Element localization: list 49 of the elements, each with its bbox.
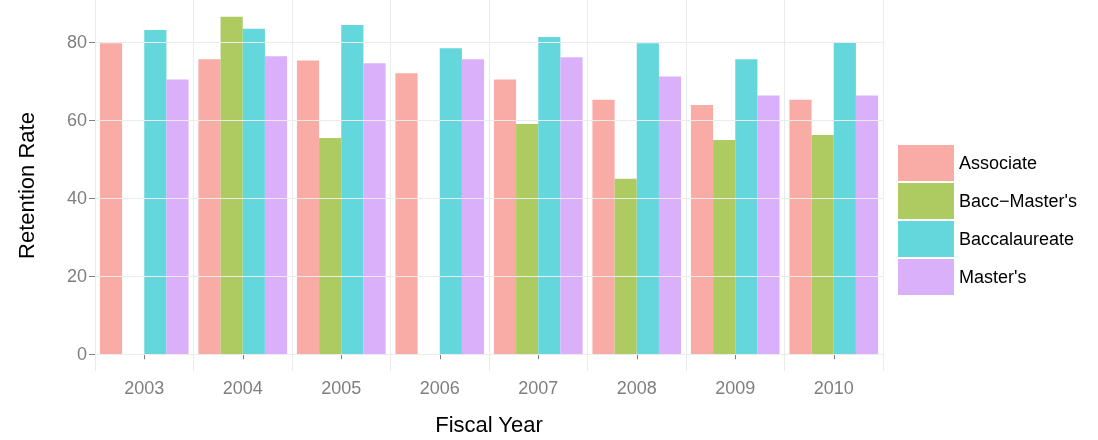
bar	[713, 140, 736, 355]
x-tick-label: 2004	[222, 378, 263, 398]
bar	[735, 59, 758, 355]
legend-label: Master's	[959, 267, 1027, 287]
x-tick-label: 2005	[321, 378, 362, 398]
bar	[341, 24, 364, 355]
bar	[220, 16, 243, 355]
y-tick-label: 60	[66, 110, 87, 131]
bar	[242, 28, 265, 355]
y-tick-label: 40	[66, 188, 87, 209]
legend-label: Associate	[959, 153, 1038, 173]
bar	[99, 43, 123, 355]
x-tick-label: 2003	[124, 378, 165, 398]
bar	[516, 124, 539, 355]
bar	[538, 37, 561, 355]
bar	[690, 104, 714, 355]
bar	[833, 42, 856, 355]
bar	[166, 79, 189, 355]
bar	[855, 95, 879, 355]
legend-label: Bacc−Master's	[959, 191, 1077, 211]
bar	[461, 59, 485, 355]
x-tick-label: 2007	[518, 378, 559, 398]
x-tick-label: 2009	[715, 378, 756, 398]
y-tick-label: 20	[66, 266, 87, 287]
x-tick-label: 2008	[616, 378, 657, 398]
x-axis-title: Fiscal Year	[435, 411, 543, 437]
bar	[658, 76, 682, 355]
y-axis-title: Retention Rate	[13, 112, 39, 259]
bar	[296, 60, 320, 355]
bar	[614, 178, 637, 355]
y-tick-label: 0	[76, 344, 87, 365]
bar	[363, 63, 386, 355]
legend-label: Baccalaureate	[959, 229, 1075, 249]
x-tick-label: 2006	[419, 378, 460, 398]
bar	[395, 73, 418, 355]
bar	[198, 59, 221, 355]
bar	[560, 57, 583, 355]
bar	[811, 134, 834, 355]
bar	[493, 79, 517, 355]
bar	[636, 43, 659, 355]
x-tick-label: 2010	[813, 378, 854, 398]
bar	[439, 48, 462, 355]
bar	[144, 30, 167, 355]
bar	[592, 99, 615, 355]
bar	[264, 56, 288, 355]
bar	[789, 99, 812, 355]
bar	[757, 95, 780, 355]
y-tick-label: 80	[66, 32, 87, 53]
bar	[319, 138, 342, 355]
